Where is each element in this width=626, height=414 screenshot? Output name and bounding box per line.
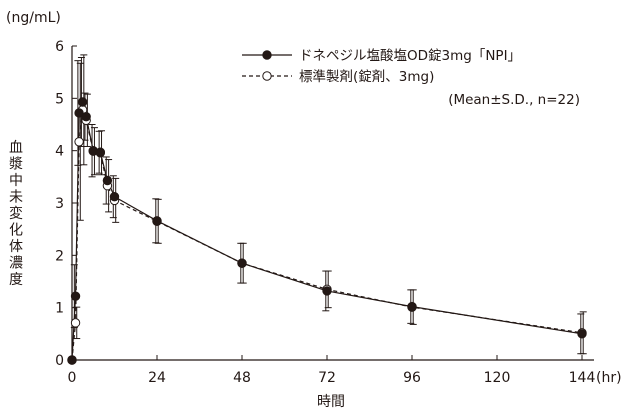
y-axis-label-char: 血 <box>9 140 23 156</box>
legend-label-test: ドネペジル塩酸塩OD錠3mg「NPI」 <box>299 48 521 64</box>
data-point-reference <box>74 137 84 147</box>
x-tick-label: 48 <box>233 370 251 386</box>
y-tick-label: 6 <box>55 39 64 55</box>
y-tick-label: 4 <box>55 144 64 160</box>
y-ticks: 0 1 2 3 4 5 6 <box>55 39 77 369</box>
data-point-test <box>109 192 120 202</box>
data-point-test <box>81 111 91 122</box>
x-tick-label: 144 <box>569 370 596 386</box>
series-markers <box>67 97 587 365</box>
legend: ドネペジル塩酸塩OD錠3mg「NPI」 標準製剤(錠剤、3mg) (Mean±S… <box>242 48 580 108</box>
data-point-test <box>237 258 247 268</box>
x-tick-label: 72 <box>318 370 336 386</box>
y-axis-label-char: 漿 <box>9 157 23 173</box>
x-axis-label: 時間 <box>317 394 345 410</box>
data-point-reference <box>70 318 81 328</box>
x-tick-label: 96 <box>403 370 421 386</box>
legend-open-circle-marker <box>262 71 272 81</box>
y-axis-label-char: 変 <box>9 205 23 222</box>
data-point-test <box>95 147 106 157</box>
series-line-reference <box>71 109 583 361</box>
series-line-test <box>71 99 583 361</box>
data-point-test <box>102 175 113 186</box>
y-axis-label-char: 中 <box>9 173 23 189</box>
x-tick-label: 0 <box>68 370 77 386</box>
series-lines <box>71 99 583 361</box>
y-axis-label-char: 未 <box>9 190 23 206</box>
legend-item-reference: 標準製剤(錠剤、3mg) <box>242 69 434 85</box>
y-axis-label-char: 体 <box>9 239 23 255</box>
y-tick-label: 5 <box>55 91 64 107</box>
y-tick-label: 1 <box>55 301 64 317</box>
data-point-test <box>407 301 417 312</box>
legend-item-test: ドネペジル塩酸塩OD錠3mg「NPI」 <box>242 48 521 64</box>
data-point-test <box>70 291 81 301</box>
y-tick-label: 2 <box>55 248 64 264</box>
data-point-test <box>67 355 77 365</box>
x-tick-label: 24 <box>148 370 166 386</box>
legend-label-reference: 標準製剤(錠剤、3mg) <box>299 69 434 85</box>
y-axis-label-char: 度 <box>9 272 23 288</box>
data-point-test <box>577 329 587 339</box>
legend-filled-circle-marker <box>262 50 272 60</box>
data-point-test <box>322 286 332 296</box>
x-ticks: 0 24 48 72 96 120 144 <box>68 355 596 386</box>
x-tick-label: 120 <box>484 370 511 386</box>
data-point-test <box>152 216 162 226</box>
legend-note: (Mean±S.D., n=22) <box>448 92 580 108</box>
y-unit-label: (ng/mL) <box>6 10 61 26</box>
data-point-test <box>77 97 88 107</box>
x-unit-label: (hr) <box>596 370 622 386</box>
y-axis-label-char: 濃 <box>9 256 23 272</box>
y-axis-label-char: 化 <box>9 223 23 239</box>
y-tick-label: 3 <box>55 196 64 212</box>
plot-area: 0 1 2 3 4 5 6 0 24 48 72 96 120 144 <box>55 39 595 386</box>
y-tick-label: 0 <box>55 353 64 369</box>
